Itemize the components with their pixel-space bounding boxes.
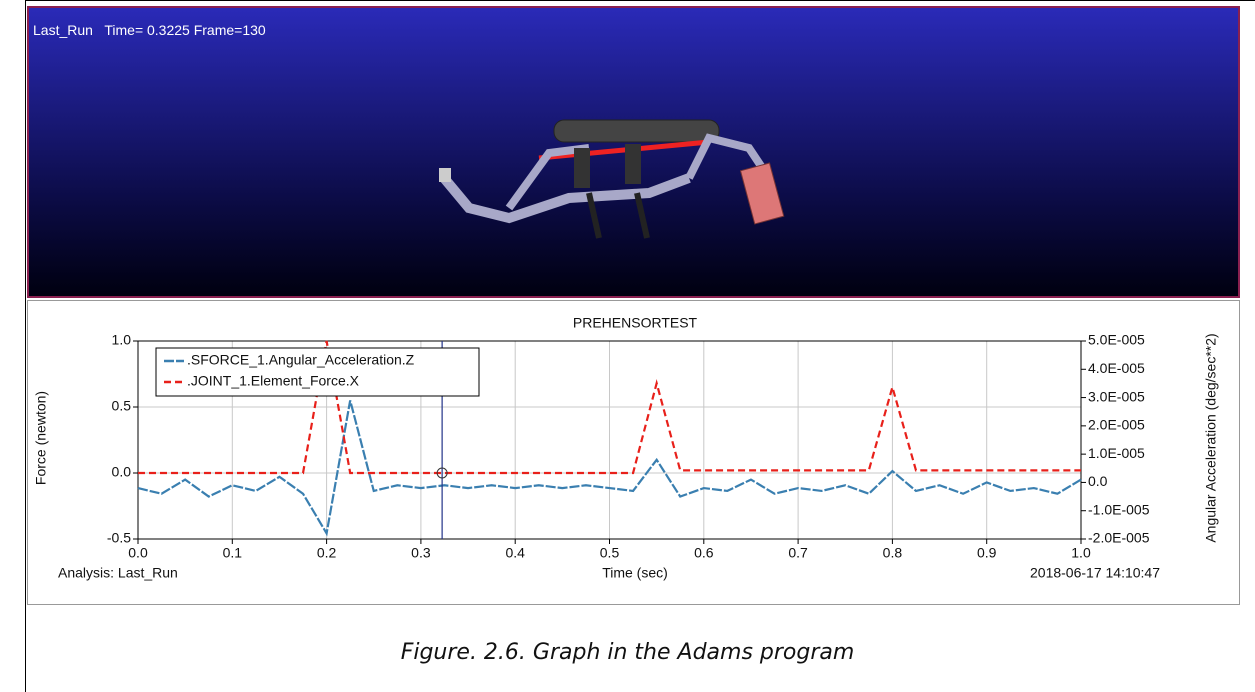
y2-tick-label: 1.0E-005 <box>1088 445 1145 461</box>
y2-tick-label: -1.0E-005 <box>1088 501 1150 517</box>
x-tick-label: 0.3 <box>411 545 431 561</box>
y-tick-label: -0.5 <box>107 530 131 546</box>
footer-left: Analysis: Last_Run <box>58 565 178 581</box>
x-axis-label: Time (sec) <box>602 565 668 581</box>
mechanism-model <box>29 8 1238 296</box>
y2-tick-label: 4.0E-005 <box>1088 360 1145 376</box>
y-axis-label: Force (newton) <box>33 391 49 485</box>
legend-label: .SFORCE_1.Angular_Acceleration.Z <box>187 352 415 368</box>
figure-caption: Figure. 2.6. Graph in the Adams program <box>0 640 1255 665</box>
3d-viewport: Last_Run Time= 0.3225 Frame=130 <box>27 6 1240 298</box>
x-tick-label: 0.8 <box>883 545 903 561</box>
y-tick-label: 0.5 <box>112 398 132 414</box>
y2-tick-label: 2.0E-005 <box>1088 417 1145 433</box>
y-tick-label: 1.0 <box>112 332 132 348</box>
chart: PREHENSORTEST Time (sec) Force (newton) … <box>28 301 1239 604</box>
y2-tick-label: -2.0E-005 <box>1088 530 1150 546</box>
y2-tick-label: 3.0E-005 <box>1088 388 1145 404</box>
x-tick-label: 0.4 <box>505 545 525 561</box>
x-tick-label: 0.9 <box>977 545 997 561</box>
y2-tick-label: 0.0 <box>1088 473 1108 489</box>
y2-tick-label: 5.0E-005 <box>1088 332 1145 348</box>
y2-axis-label: Angular Acceleration (deg/sec**2) <box>1203 333 1219 542</box>
y-tick-label: 0.0 <box>112 464 132 480</box>
x-tick-label: 0.7 <box>788 545 808 561</box>
x-tick-label: 0.6 <box>694 545 714 561</box>
x-tick-label: 1.0 <box>1071 545 1091 561</box>
x-tick-label: 0.5 <box>600 545 620 561</box>
x-tick-label: 0.0 <box>128 545 148 561</box>
plot-panel: PREHENSORTEST Time (sec) Force (newton) … <box>27 300 1240 605</box>
footer-right: 2018-06-17 14:10:47 <box>1030 565 1160 581</box>
mechanism <box>439 120 784 238</box>
page: Last_Run Time= 0.3225 Frame=130 PREHENSO… <box>0 0 1255 692</box>
x-tick-label: 0.2 <box>317 545 337 561</box>
legend-label: .JOINT_1.Element_Force.X <box>187 373 360 389</box>
x-tick-label: 0.1 <box>223 545 243 561</box>
chart-title: PREHENSORTEST <box>573 315 698 331</box>
